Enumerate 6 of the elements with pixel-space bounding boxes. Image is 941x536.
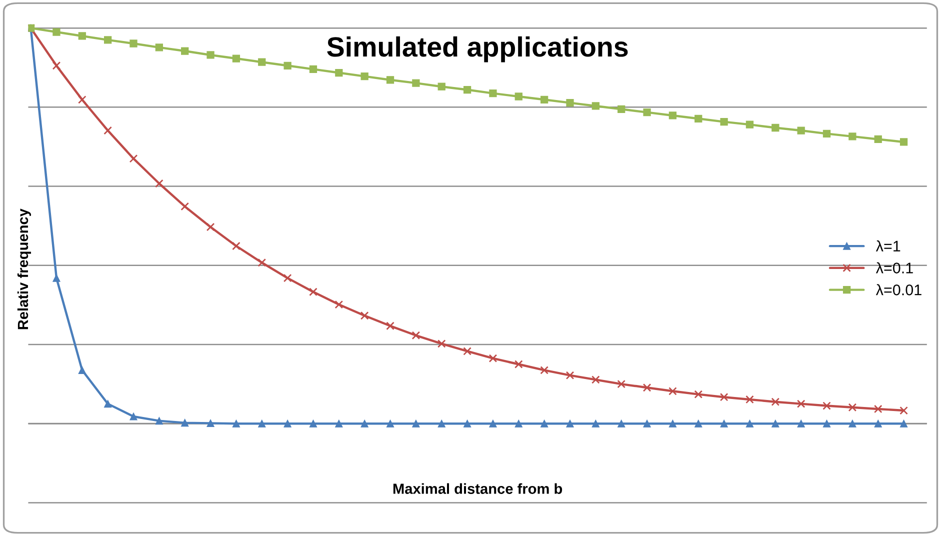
legend-label: λ=1 xyxy=(876,240,900,252)
legend-label: λ=0.01 xyxy=(876,284,922,296)
legend-label: λ=0.1 xyxy=(876,262,913,274)
x-axis-title: Maximal distance from b xyxy=(393,483,562,494)
chart-title: Simulated applications xyxy=(327,36,628,62)
y-axis-title: Relativ frequency xyxy=(17,208,32,330)
